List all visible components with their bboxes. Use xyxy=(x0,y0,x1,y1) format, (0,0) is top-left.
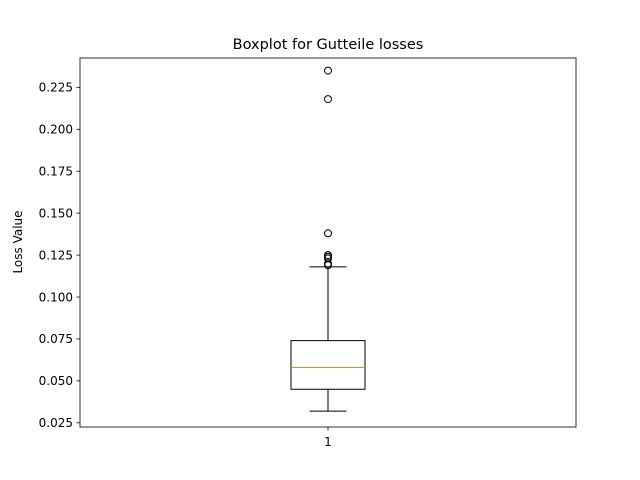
outlier-point xyxy=(324,66,332,75)
plot-frame xyxy=(79,57,577,428)
y-tick-label: 0.025 xyxy=(39,416,73,430)
plot-area: 0.025 0.050 0.075 0.100 0.125 0.150 0.175 0.200… xyxy=(39,57,577,449)
box-iqr xyxy=(290,340,366,390)
y-tick-label: 0.125 xyxy=(39,248,73,262)
y-tick-label: 0.100 xyxy=(39,290,73,304)
y-tick-label: 0.200 xyxy=(39,123,73,137)
y-tick-label: 0.225 xyxy=(39,81,73,95)
chart-title: Boxplot for Gutteile losses xyxy=(233,37,424,53)
x-tick-label: 1 xyxy=(324,435,332,449)
y-axis-label: Loss Value xyxy=(11,210,25,273)
outlier-point xyxy=(324,251,332,260)
y-tick-label: 0.050 xyxy=(39,374,73,388)
outlier-point xyxy=(324,252,332,261)
y-tick-label: 0.175 xyxy=(39,165,73,179)
outlier-point xyxy=(324,95,332,104)
outlier-point xyxy=(324,229,332,238)
y-tick-label: 0.075 xyxy=(39,332,73,346)
y-tick-label: 0.150 xyxy=(39,206,73,220)
